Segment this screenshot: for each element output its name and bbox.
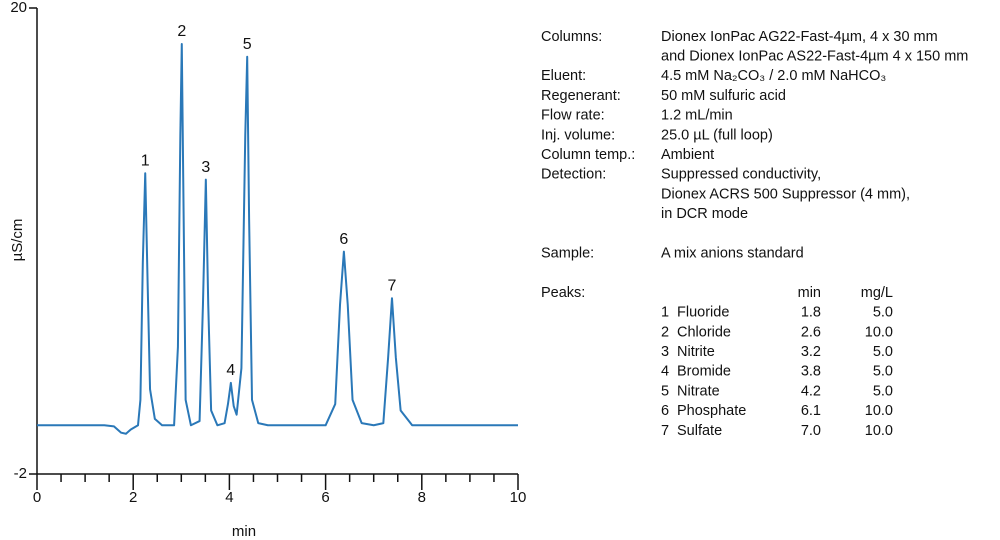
peak-time: 3.8 [801, 364, 821, 380]
trace [37, 43, 518, 435]
condition-label: Inj. volume: [541, 127, 615, 143]
peak-name: Fluoride [677, 305, 729, 321]
x-tick-label: 10 [510, 489, 527, 506]
peak-label: 3 [201, 159, 210, 176]
y-tick-label: -2 [14, 465, 27, 482]
peak-name: Phosphate [677, 403, 746, 419]
peak-number: 4 [661, 364, 669, 380]
condition-value: 1.2 mL/min [661, 108, 733, 124]
peak-number: 2 [661, 324, 669, 340]
peak-conc: 5.0 [873, 364, 893, 380]
sample-value: A mix anions standard [661, 246, 804, 262]
peak-time: 3.2 [801, 344, 821, 360]
peaks-header: min [798, 285, 821, 301]
peak-name: Nitrate [677, 383, 720, 399]
condition-label: Column temp.: [541, 147, 635, 163]
peak-number: 7 [661, 423, 669, 439]
peak-time: 7.0 [801, 423, 821, 439]
peak-number: 6 [661, 403, 669, 419]
conditions-panel: Columns: Dionex IonPac AG22-Fast-4µm, 4 x… [541, 29, 968, 439]
condition-value: 50 mM sulfuric acid [661, 88, 786, 104]
peak-time: 1.8 [801, 305, 821, 321]
peak-label: 5 [243, 36, 252, 53]
peak-number: 1 [661, 305, 669, 321]
x-axis-label: min [232, 523, 256, 540]
condition-value: Dionex IonPac AG22-Fast-4µm, 4 x 30 mm [661, 29, 938, 45]
peak-label: 7 [388, 277, 397, 294]
peak-time: 4.2 [801, 383, 821, 399]
x-tick-label: 0 [33, 489, 41, 506]
condition-label: Flow rate: [541, 108, 605, 124]
peak-name: Chloride [677, 324, 731, 340]
peak-label: 1 [141, 152, 150, 169]
x-tick-label: 6 [321, 489, 329, 506]
peak-conc: 5.0 [873, 383, 893, 399]
peak-number: 3 [661, 344, 669, 360]
peak-name: Sulfate [677, 423, 722, 439]
condition-value: Suppressed conductivity, [661, 167, 821, 183]
condition-value: in DCR mode [661, 206, 748, 222]
condition-value: Dionex ACRS 500 Suppressor (4 mm), [661, 186, 910, 202]
condition-label: Regenerant: [541, 88, 621, 104]
sample-label: Sample: [541, 246, 594, 262]
condition-value: 4.5 mM Na₂CO₃ / 2.0 mM NaHCO₃ [661, 68, 886, 84]
condition-label: Detection: [541, 167, 606, 183]
peak-conc: 5.0 [873, 344, 893, 360]
condition-value: Ambient [661, 147, 714, 163]
peak-number: 5 [661, 383, 669, 399]
peak-name: Nitrite [677, 344, 715, 360]
peak-conc: 5.0 [873, 305, 893, 321]
y-axis-label: µS/cm [9, 219, 26, 262]
condition-value: 25.0 µL (full loop) [661, 127, 773, 143]
peak-conc: 10.0 [865, 423, 893, 439]
x-tick-label: 8 [418, 489, 426, 506]
peak-conc: 10.0 [865, 324, 893, 340]
condition-value: and Dionex IonPac AS22-Fast-4µm 4 x 150 … [661, 49, 968, 65]
x-tick-label: 4 [225, 489, 233, 506]
peak-label: 6 [339, 231, 348, 248]
peak-time: 2.6 [801, 324, 821, 340]
peaks-header: mg/L [861, 285, 893, 301]
x-tick-label: 2 [129, 489, 137, 506]
peak-label: 4 [226, 362, 235, 379]
condition-label: Columns: [541, 29, 602, 45]
peak-conc: 10.0 [865, 403, 893, 419]
peak-name: Bromide [677, 364, 731, 380]
peak-time: 6.1 [801, 403, 821, 419]
y-tick-label: 20 [10, 0, 27, 16]
peaks-label: Peaks: [541, 285, 585, 301]
peak-label: 2 [177, 23, 186, 40]
condition-label: Eluent: [541, 68, 586, 84]
